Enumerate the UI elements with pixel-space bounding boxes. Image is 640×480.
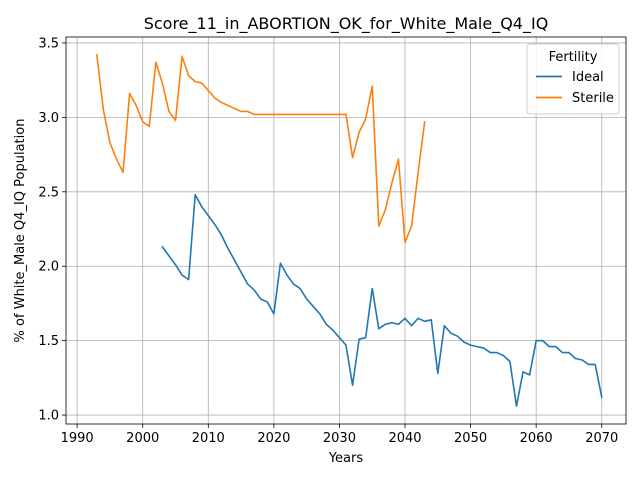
series-line-sterile <box>95 53 426 244</box>
y-tick-label: 2.0 <box>38 260 59 275</box>
series-lines <box>95 53 603 407</box>
x-tick-label: 2040 <box>388 431 421 446</box>
series-line-ideal <box>161 193 603 407</box>
plot-area <box>65 36 627 425</box>
x-tick-label: 2030 <box>323 431 356 446</box>
y-axis-ticks: 1.0 1.5 2.0 2.5 3.0 3.5 <box>38 36 66 424</box>
legend-label-ideal: Ideal <box>572 70 604 85</box>
x-axis-ticks: 1990 2000 2010 2020 2030 2040 2050 2060 2070 <box>61 424 618 446</box>
x-tick-label: 1990 <box>61 431 94 446</box>
x-tick-label: 2070 <box>585 431 618 446</box>
x-tick-label: 2020 <box>257 431 290 446</box>
x-tick-label: 2000 <box>126 431 159 446</box>
y-axis-label: % of White_Male Q4_IQ Population <box>13 119 28 343</box>
legend-items: Ideal Sterile <box>536 70 614 106</box>
x-axis-label: Years <box>328 451 364 466</box>
x-tick-label: 2010 <box>192 431 225 446</box>
x-tick-label: 2050 <box>454 431 487 446</box>
y-tick-label: 3.5 <box>38 36 59 51</box>
legend-label-sterile: Sterile <box>572 91 614 106</box>
y-tick-label: 1.5 <box>38 334 59 349</box>
x-tick-label: 2060 <box>520 431 553 446</box>
chart-title: Score_11_in_ABORTION_OK_for_White_Male_Q… <box>144 14 549 34</box>
legend-frame <box>526 43 620 115</box>
legend: Fertility Ideal Sterile <box>526 43 620 115</box>
legend-title: Fertility <box>549 50 598 65</box>
y-tick-label: 2.5 <box>38 185 59 200</box>
y-tick-label: 3.0 <box>38 111 59 126</box>
y-tick-label: 1.0 <box>38 409 59 424</box>
